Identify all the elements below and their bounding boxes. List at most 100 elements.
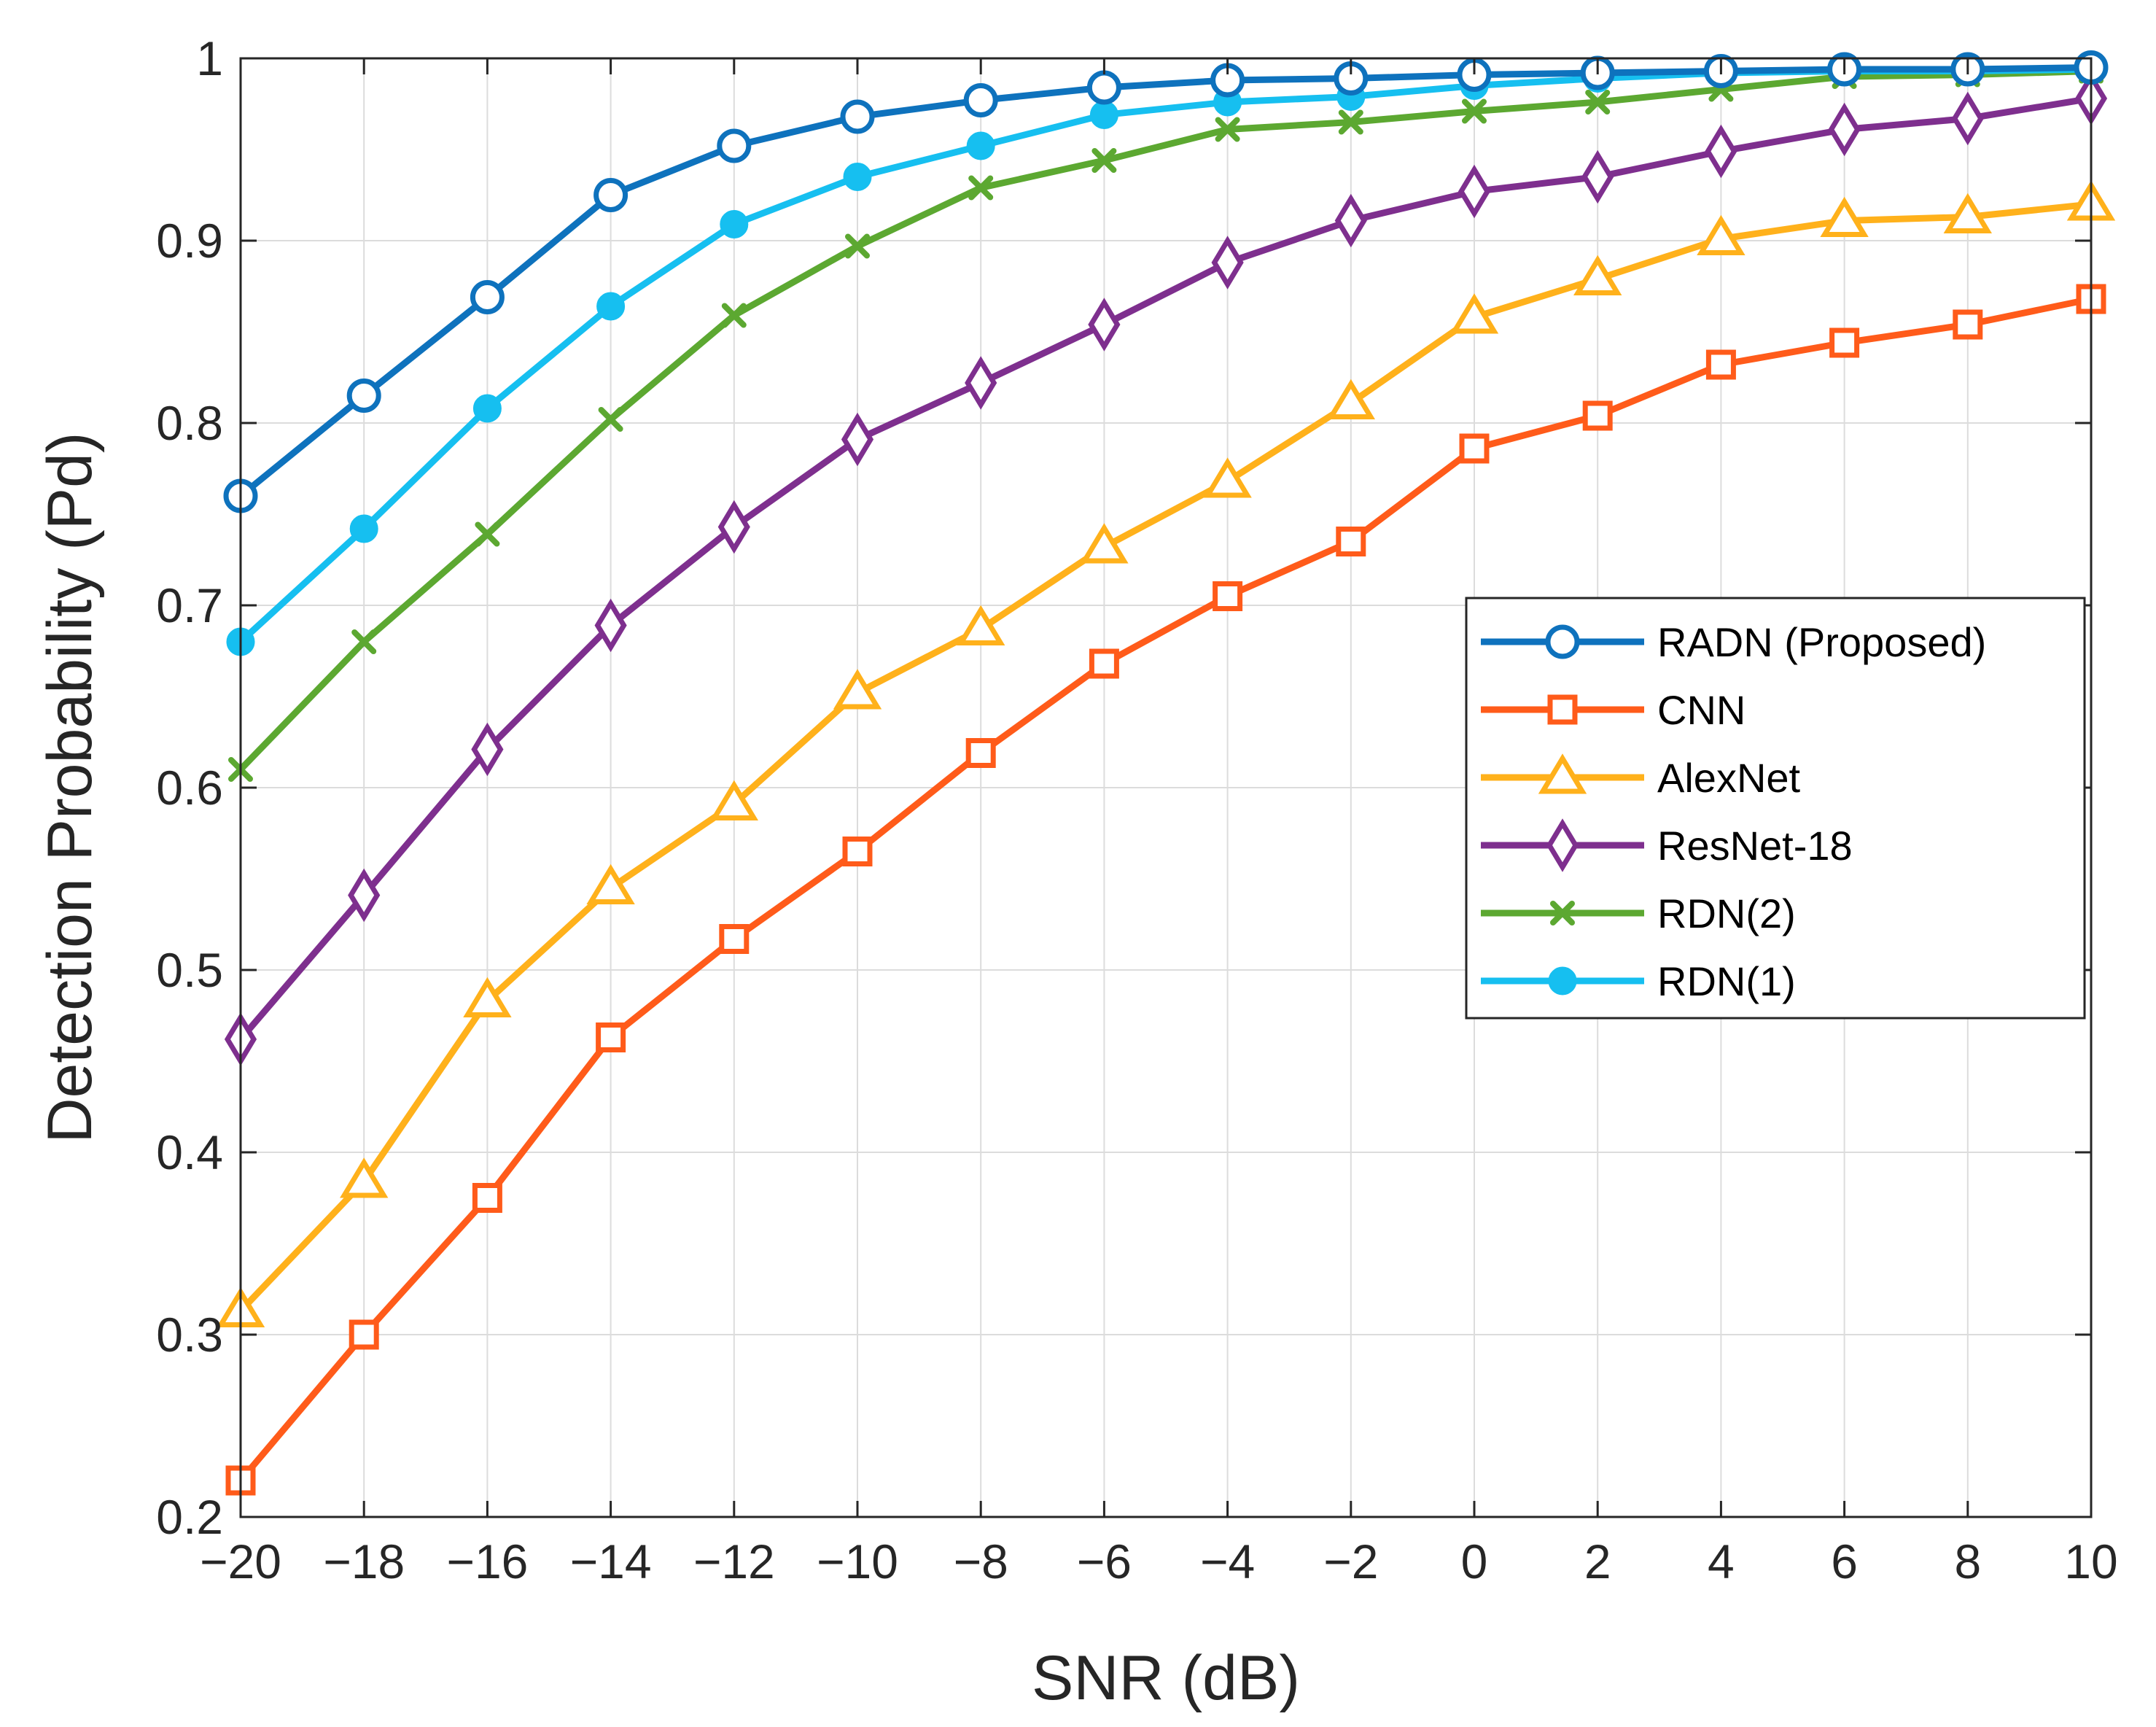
legend-label: RDN(2): [1657, 890, 1796, 936]
y-tick-label: 0.5: [156, 943, 223, 997]
series-line-alexnet: [238, 201, 2092, 1313]
marker-stroke: [1215, 117, 1240, 142]
x-tick-label: 8: [1954, 1534, 1981, 1588]
legend-marker: [1538, 753, 1587, 794]
data-point-alexnet: [1943, 193, 1992, 233]
series-lines: [216, 50, 2116, 1496]
series-line-cnn: [238, 295, 2092, 1483]
y-tick-label: 1: [196, 31, 223, 85]
x-tick-label: 4: [1708, 1534, 1735, 1588]
legend-box: [1465, 597, 2086, 1020]
series-alexnet: [216, 180, 2116, 1327]
data-point-resnet-18: [1088, 298, 1121, 352]
data-point-rdn-2: [1338, 109, 1363, 135]
x-tick-label: −6: [1077, 1534, 1132, 1588]
data-point-radn-proposed: [717, 128, 752, 163]
data-point-cnn: [1089, 648, 1119, 679]
x-tick-label: 0: [1461, 1534, 1488, 1588]
marker-stroke: [351, 629, 377, 654]
data-point-cnn: [1459, 433, 1490, 464]
marker-stroke: [475, 521, 500, 547]
data-point-alexnet: [1820, 196, 1869, 237]
y-tick-label: 0.4: [156, 1125, 223, 1179]
data-point-radn-proposed: [594, 178, 628, 212]
legend-item-radn-proposed: RADN (Proposed): [1481, 619, 1986, 665]
x-tick-label: 2: [1584, 1534, 1611, 1588]
legend-label: RADN (Proposed): [1657, 619, 1986, 665]
data-point-alexnet: [340, 1157, 389, 1198]
y-tick-label: 0.2: [156, 1490, 223, 1544]
data-point-radn-proposed: [963, 83, 998, 117]
series-line-rdn-2: [238, 68, 2092, 772]
data-point-rdn-1: [1089, 101, 1118, 129]
data-point-resnet-18: [717, 500, 750, 554]
legend-marker: [1550, 901, 1575, 925]
data-point-rdn-2: [1091, 148, 1117, 173]
marker-stroke: [721, 303, 747, 328]
legend-label: ResNet-18: [1657, 823, 1853, 869]
legend-item-rdn-1: RDN(1): [1481, 958, 1796, 1004]
data-point-rdn-1: [349, 514, 378, 543]
legend-item-rdn-2: RDN(2): [1481, 890, 1796, 936]
data-point-radn-proposed: [1086, 70, 1121, 105]
series-line-resnet-18: [238, 95, 2092, 1041]
data-point-cnn: [1705, 349, 1736, 380]
marker-stroke: [845, 233, 870, 259]
y-tick-label: 0.3: [156, 1308, 223, 1362]
tick-labels: −20 −18 −16 −14 −12 −10 −8 −6 −4 −2 0 2 4 6 8 100.20.30…: [156, 31, 2117, 1588]
data-point-alexnet: [463, 977, 512, 1017]
data-point-rdn-2: [968, 175, 994, 201]
legend: RADN (Proposed) CNN AlexNet ResNet-18 RDN(2)…: [1465, 597, 2086, 1020]
data-point-resnet-18: [1705, 124, 1737, 179]
marker-stroke: [1338, 109, 1363, 135]
data-point-radn-proposed: [470, 280, 505, 314]
x-tick-label: −16: [446, 1534, 528, 1588]
x-tick-label: −14: [570, 1534, 652, 1588]
data-point-rdn-1: [720, 210, 749, 238]
x-tick-label: −8: [954, 1534, 1008, 1588]
data-point-resnet-18: [1458, 164, 1491, 219]
x-tick-label: −4: [1200, 1534, 1255, 1588]
data-point-rdn-2: [721, 303, 747, 328]
data-point-resnet-18: [1828, 102, 1861, 157]
legend-label: AlexNet: [1657, 755, 1801, 801]
data-point-resnet-18: [348, 868, 381, 923]
data-point-alexnet: [1573, 255, 1622, 295]
legend-item-cnn: CNN: [1481, 687, 1746, 733]
marker-stroke: [1550, 901, 1575, 925]
x-tick-label: −12: [693, 1534, 775, 1588]
data-point-rdn-2: [598, 407, 623, 432]
legend-marker: [1545, 624, 1580, 659]
data-point-alexnet: [1203, 457, 1252, 498]
data-point-resnet-18: [1951, 91, 1984, 146]
series-cnn: [225, 284, 2106, 1496]
data-point-cnn: [1213, 581, 1243, 611]
data-point-cnn: [1336, 527, 1366, 556]
data-point-cnn: [842, 837, 873, 866]
data-point-alexnet: [586, 864, 635, 904]
x-tick-label: −20: [200, 1534, 281, 1588]
data-point-alexnet: [1080, 523, 1129, 564]
marker-stroke: [1585, 90, 1611, 115]
legend-marker: [1547, 694, 1578, 725]
y-axis-title: Detection Probability (Pd): [35, 432, 105, 1143]
y-tick-label: 0.6: [156, 761, 223, 815]
data-point-resnet-18: [594, 598, 627, 653]
marker-stroke: [1091, 148, 1117, 173]
series-line-radn-proposed: [238, 64, 2092, 499]
data-point-alexnet: [833, 669, 882, 710]
marker-stroke: [598, 407, 623, 432]
data-point-resnet-18: [1581, 150, 1614, 204]
x-tick-label: 6: [1831, 1534, 1858, 1588]
data-point-alexnet: [1449, 293, 1499, 334]
data-point-cnn: [472, 1183, 502, 1213]
data-point-cnn: [965, 738, 996, 768]
data-point-rdn-1: [472, 394, 502, 423]
data-point-cnn: [1953, 309, 1983, 340]
x-tick-label: −10: [817, 1534, 898, 1588]
data-point-resnet-18: [1211, 236, 1244, 290]
y-tick-label: 0.7: [156, 578, 223, 632]
y-tick-label: 0.8: [156, 396, 223, 450]
data-point-radn-proposed: [346, 379, 381, 413]
data-point-cnn: [1582, 400, 1613, 431]
